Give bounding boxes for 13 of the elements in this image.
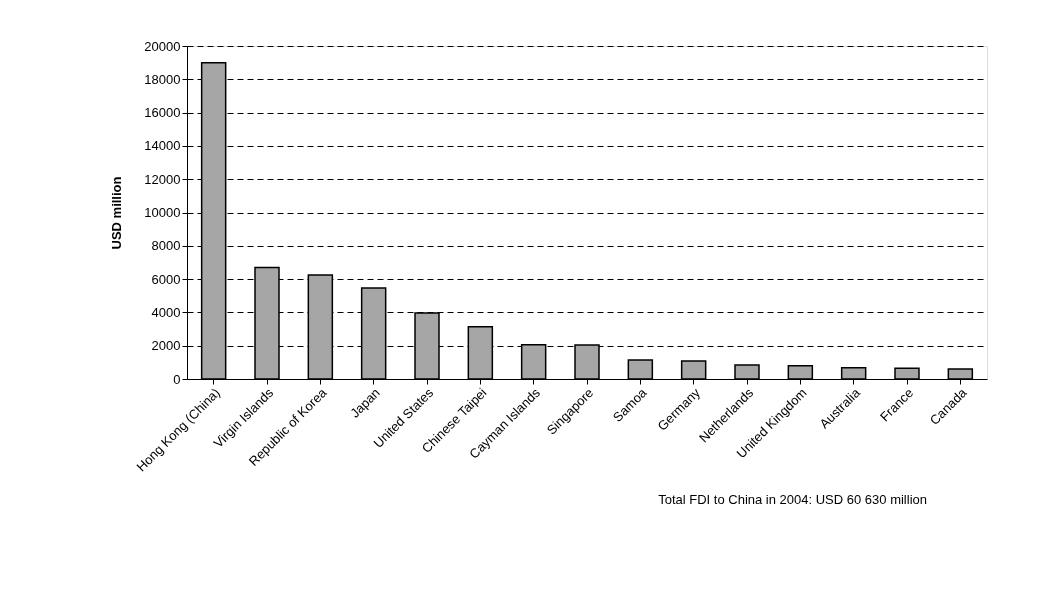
text: Total FDI to China in 2004: USD 60 630 million [658, 491, 927, 507]
y-tick-label: 18000 [144, 71, 181, 87]
y-tick-label: 20000 [144, 38, 181, 54]
y-axis-title: USD million [109, 176, 125, 250]
y-tick-label: 6000 [151, 271, 181, 287]
y-tick-label: 0 [173, 371, 181, 387]
y-tick-label: 8000 [151, 238, 181, 254]
y-tick-label: 12000 [144, 171, 181, 187]
y-tick-label: 10000 [144, 205, 181, 220]
y-tick-label: 2000 [151, 338, 181, 354]
y-tick-label: 14000 [144, 138, 181, 154]
y-tick-label: 16000 [144, 105, 181, 121]
y-tick-label: 4000 [151, 304, 181, 320]
